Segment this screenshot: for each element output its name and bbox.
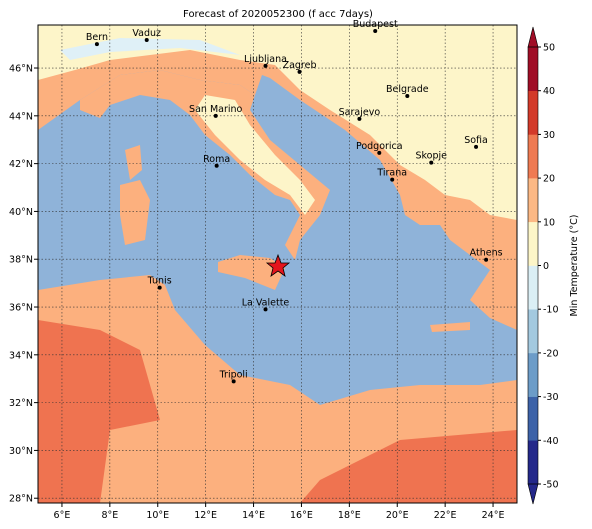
- colorbar-tick-label: -30: [543, 392, 559, 403]
- x-tick-label: 24°E: [482, 510, 505, 521]
- colorbar-segment: [528, 352, 538, 397]
- colorbar-tick-label: 10: [543, 217, 555, 228]
- colorbar-tick-label: 40: [543, 86, 555, 97]
- land: [38, 320, 160, 503]
- y-tick-label: 32°N: [9, 398, 33, 409]
- colorbar-segment: [528, 221, 538, 266]
- colorbar-segment: [528, 309, 538, 354]
- land: [38, 25, 517, 220]
- colorbar-segment: [528, 265, 538, 310]
- y-tick-label: 46°N: [9, 64, 33, 75]
- x-tick-label: 20°E: [386, 510, 409, 521]
- colorbar-extend: [527, 483, 539, 505]
- city-marker: [157, 285, 162, 290]
- colorbar-segment: [528, 396, 538, 441]
- y-tick-label: 44°N: [9, 111, 33, 122]
- city-marker: [474, 144, 479, 149]
- city-label: Budapest: [353, 19, 398, 30]
- title: Forecast of 2020052300 (f acc 7days): [183, 9, 373, 20]
- colorbar-tick-label: 50: [543, 43, 555, 54]
- city-label: Ljubljana: [244, 54, 287, 65]
- colorbar-label: Min Temperature (°C): [569, 215, 580, 317]
- x-tick-label: 16°E: [290, 510, 313, 521]
- colorbar-segment: [528, 440, 538, 485]
- x-tick-label: 8°E: [101, 510, 118, 521]
- colorbar-tick-label: -50: [543, 480, 559, 491]
- colorbar-tick-label: 0: [543, 261, 549, 272]
- land: [120, 180, 150, 245]
- colorbar-tick-label: 20: [543, 174, 555, 185]
- city-marker: [405, 93, 410, 98]
- city-label: Tripoli: [219, 369, 248, 380]
- y-tick-label: 40°N: [9, 207, 33, 218]
- city-label: Sofia: [464, 135, 488, 146]
- city-label: Roma: [203, 154, 230, 165]
- city-marker: [429, 160, 434, 165]
- land: [195, 95, 315, 215]
- city-marker: [214, 163, 219, 168]
- city-label: San Marino: [189, 104, 242, 115]
- city-label: Tirana: [376, 168, 407, 179]
- x-tick-label: 18°E: [338, 510, 361, 521]
- colorbar-segment: [528, 178, 538, 223]
- city-marker: [263, 307, 268, 312]
- y-tick-label: 28°N: [9, 494, 33, 505]
- y-tick-label: 30°N: [9, 446, 33, 457]
- x-tick-label: 10°E: [146, 510, 169, 521]
- city-marker: [297, 69, 302, 74]
- city-marker: [373, 28, 378, 33]
- city-label: Sarajevo: [339, 107, 381, 118]
- x-tick-label: 12°E: [194, 510, 217, 521]
- colorbar-extend: [527, 26, 539, 48]
- land: [300, 430, 517, 503]
- city-label: Podgorica: [356, 141, 403, 152]
- x-tick-label: 6°E: [54, 510, 71, 521]
- city-label: Bern: [86, 32, 108, 43]
- x-tick-label: 14°E: [242, 510, 265, 521]
- city-label: Tunis: [147, 276, 172, 287]
- x-tick-label: 22°E: [434, 510, 457, 521]
- colorbar-tick-label: 30: [543, 130, 555, 141]
- land: [125, 145, 142, 180]
- city-marker: [213, 113, 218, 118]
- city-marker: [263, 63, 268, 68]
- y-tick-label: 34°N: [9, 350, 33, 361]
- y-tick-label: 38°N: [9, 255, 33, 266]
- colorbar-segment: [528, 90, 538, 135]
- y-tick-label: 36°N: [9, 303, 33, 314]
- city-marker: [484, 257, 489, 262]
- city-label: La Valette: [242, 297, 290, 308]
- colorbar-segment: [528, 47, 538, 91]
- city-label: Zagreb: [283, 60, 317, 71]
- city-label: Skopje: [415, 151, 447, 162]
- y-tick-label: 42°N: [9, 159, 33, 170]
- colorbar-tick-label: -10: [543, 305, 559, 316]
- city-marker: [377, 150, 382, 155]
- marker-star: [265, 253, 291, 277]
- city-label: Vaduz: [132, 28, 161, 39]
- city-marker: [94, 42, 99, 47]
- colorbar-segment: [528, 134, 538, 179]
- city-label: Belgrade: [386, 84, 429, 95]
- city-marker: [144, 38, 149, 43]
- land: [430, 322, 470, 332]
- land: [60, 38, 240, 60]
- city-label: Athens: [470, 248, 503, 259]
- city-marker: [390, 177, 395, 182]
- colorbar-tick-label: -40: [543, 436, 559, 447]
- city-marker: [231, 379, 236, 384]
- city-marker: [357, 116, 362, 121]
- frame: [37, 24, 518, 504]
- grid: [38, 25, 517, 503]
- colorbar-tick-label: -20: [543, 348, 559, 359]
